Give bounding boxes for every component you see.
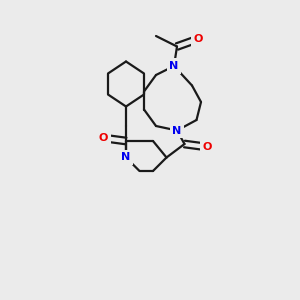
Text: N: N <box>172 125 182 136</box>
Text: O: O <box>202 142 212 152</box>
Text: N: N <box>122 152 130 163</box>
Text: N: N <box>169 61 178 71</box>
Text: O: O <box>193 34 203 44</box>
Text: O: O <box>99 133 108 143</box>
